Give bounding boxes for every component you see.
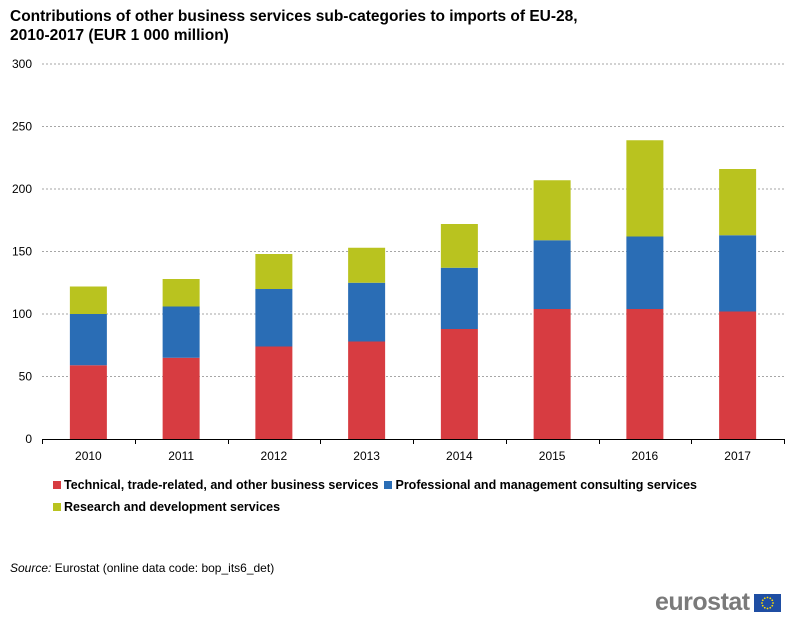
y-tick-label-250: 250 — [12, 120, 32, 134]
x-tick-label-2010: 2010 — [75, 449, 102, 463]
legend-item-research: Research and development services — [53, 496, 280, 518]
x-tick-label-2013: 2013 — [353, 449, 380, 463]
legend-swatch-technical — [53, 481, 61, 489]
legend: Technical, trade-related, and other busi… — [53, 474, 793, 518]
y-tick-label-100: 100 — [12, 307, 32, 321]
y-tick-label-50: 50 — [19, 370, 33, 384]
legend-row-2: Research and development services — [53, 496, 793, 518]
y-tick-label-300: 300 — [12, 57, 32, 71]
bar-2012-series-2 — [255, 254, 293, 289]
x-tick-label-2012: 2012 — [261, 449, 288, 463]
bar-2015-series-2 — [533, 180, 571, 241]
chart-title: Contributions of other business services… — [10, 7, 710, 45]
bar-2017-series-0 — [719, 311, 757, 439]
chart-title-line1: Contributions of other business services… — [10, 8, 578, 25]
eurostat-logo: eurostat — [655, 588, 781, 617]
bar-2013-series-1 — [348, 282, 386, 342]
bar-2010-series-2 — [69, 286, 107, 314]
bar-2016-series-2 — [626, 140, 664, 237]
x-tick-label-2014: 2014 — [446, 449, 473, 463]
bar-2010-series-1 — [69, 314, 107, 366]
legend-label-professional: Professional and management consulting s… — [395, 478, 697, 492]
legend-label-research: Research and development services — [64, 500, 281, 514]
bar-2015-series-0 — [533, 309, 571, 439]
bar-2012-series-0 — [255, 346, 293, 439]
legend-swatch-professional — [384, 481, 393, 489]
y-tick-label-200: 200 — [12, 182, 32, 196]
bar-2014-series-0 — [440, 329, 478, 439]
legend-label-technical: Technical, trade-related, and other busi… — [64, 478, 379, 492]
bar-2016-series-0 — [626, 309, 664, 439]
y-tick-label-150: 150 — [12, 245, 32, 259]
bar-2011-series-0 — [162, 357, 200, 439]
bar-2014-series-1 — [440, 267, 478, 329]
bar-2016-series-1 — [626, 236, 664, 309]
bar-2013-series-2 — [348, 247, 386, 283]
legend-row-1: Technical, trade-related, and other busi… — [53, 474, 793, 496]
eu-flag-icon — [753, 593, 781, 612]
source-note: Source: Eurostat (online data code: bop_… — [10, 561, 274, 575]
chart-title-line2: 2010-2017 (EUR 1 000 million) — [10, 27, 229, 44]
y-tick-label-0: 0 — [25, 432, 32, 446]
x-tick-label-2015: 2015 — [539, 449, 566, 463]
bar-2012-series-1 — [255, 289, 293, 347]
legend-swatch-research — [53, 503, 61, 511]
source-text: Eurostat (online data code: bop_its6_det… — [54, 561, 275, 575]
x-tick-label-2016: 2016 — [632, 449, 659, 463]
bar-2015-series-1 — [533, 240, 571, 309]
bar-2017-series-2 — [719, 169, 757, 236]
bar-2011-series-2 — [162, 279, 200, 307]
stacked-bar-chart: 0 50 100 150 200 250 300 2010 2011 2012 2013 2014 20… — [12, 57, 785, 463]
bar-2013-series-0 — [348, 341, 386, 439]
legend-item-technical: Technical, trade-related, and other busi… — [53, 474, 378, 496]
bar-2011-series-1 — [162, 306, 200, 358]
x-tick-label-2011: 2011 — [168, 449, 194, 463]
bar-2014-series-2 — [440, 224, 478, 268]
source-label: Source: — [10, 561, 52, 575]
x-tick-label-2017: 2017 — [724, 449, 751, 463]
bar-2017-series-1 — [719, 235, 757, 312]
bar-2010-series-0 — [69, 365, 107, 439]
legend-item-professional: Professional and management consulting s… — [384, 474, 697, 496]
eurostat-logo-text: eurostat — [655, 588, 750, 616]
